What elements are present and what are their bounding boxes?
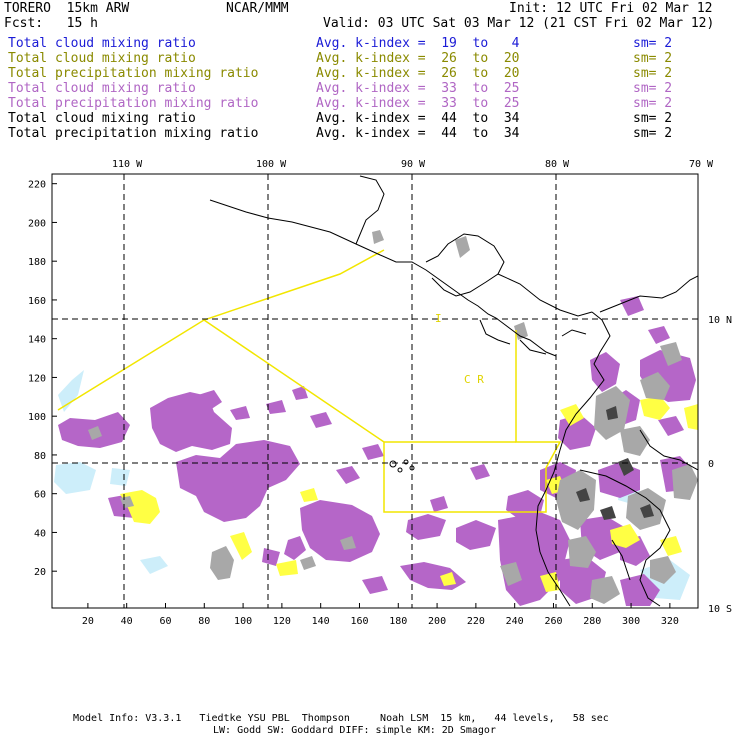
x-tick-label: 60 (159, 616, 171, 627)
lon-label-100w: 100 W (256, 159, 287, 170)
legend-sm-7: sm= 2 (633, 126, 673, 141)
init-time: Init: 12 UTC Fri 02 Mar 12 (509, 1, 713, 16)
lat-lon-grid (52, 174, 698, 608)
legend-field-1: Total cloud mixing ratio (8, 36, 196, 51)
legend-field-5: Total precipitation mixing ratio (8, 96, 259, 111)
y-tick-label: 80 (34, 451, 46, 462)
plot-frame (51, 173, 699, 609)
legend-kindex-7: Avg. k-index = 44 to 34 (316, 126, 520, 141)
x-tick-labels: 20 40 60 80 100 120 140 160 180 200 220 240 260 280 30… (82, 616, 679, 627)
legend-field-4: Total cloud mixing ratio (8, 81, 196, 96)
legend-field-2: Total cloud mixing ratio (8, 51, 196, 66)
legend-kindex-2: Avg. k-index = 26 to 20 (316, 51, 520, 66)
x-tick-label: 240 (506, 616, 524, 627)
lat-label-10n: 10 N (708, 315, 732, 326)
org-label: NCAR/MMM (226, 1, 289, 16)
y-tick-label: 140 (28, 335, 46, 346)
x-tick-label: 300 (622, 616, 640, 627)
legend-field-6: Total cloud mixing ratio (8, 111, 196, 126)
y-tick-label: 180 (28, 257, 46, 268)
x-tick-label: 320 (661, 616, 679, 627)
legend-kindex-5: Avg. k-index = 33 to 25 (316, 96, 520, 111)
legend-sm-2: sm= 2 (633, 51, 673, 66)
lon-label-70w: 70 W (689, 159, 714, 170)
legend-sm-6: sm= 2 (633, 111, 673, 126)
x-tick-label: 40 (121, 616, 133, 627)
lat-label-0: 0 (708, 459, 714, 470)
legend-kindex-6: Avg. k-index = 44 to 34 (316, 111, 520, 126)
y-tick-label: 60 (34, 490, 46, 501)
y-tick-label: 120 (28, 373, 46, 384)
footer-physics-info: LW: Godd SW: Goddard DIFF: simple KM: 2D… (213, 725, 496, 736)
cloud-darkgray-layer (576, 406, 654, 520)
x-tick-label: 160 (350, 616, 368, 627)
legend-kindex-1: Avg. k-index = 19 to 4 (316, 36, 520, 51)
box-letter-label: I (435, 312, 442, 325)
x-tick-label: 80 (198, 616, 210, 627)
x-tick-label: 180 (389, 616, 407, 627)
lon-label-90w: 90 W (401, 159, 426, 170)
lon-label-80w: 80 W (545, 159, 570, 170)
region-label: C R (464, 373, 484, 386)
y-tick-label: 40 (34, 528, 46, 539)
axis-ticks (52, 183, 671, 608)
legend-sm-4: sm= 2 (633, 81, 673, 96)
x-tick-label: 100 (234, 616, 252, 627)
map-plot-area (52, 174, 698, 608)
lat-label-10s: 10 S (708, 604, 732, 615)
x-tick-label: 120 (273, 616, 291, 627)
y-tick-label: 220 (28, 180, 46, 191)
legend-sm-3: sm= 2 (633, 66, 673, 81)
footer-model-info: Model Info: V3.3.1 Tiedtke YSU PBL Thomp… (73, 713, 609, 724)
cloud-yellow-layer (120, 396, 698, 592)
legend-sm-1: sm= 2 (633, 36, 673, 51)
y-tick-labels: 220 200 180 160 140 120 100 80 60 40 20 (28, 180, 46, 579)
y-tick-label: 20 (34, 567, 46, 578)
x-tick-label: 220 (467, 616, 485, 627)
x-tick-label: 140 (312, 616, 330, 627)
lon-label-110w: 110 W (112, 159, 143, 170)
x-tick-label: 260 (544, 616, 562, 627)
legend-field-7: Total precipitation mixing ratio (8, 126, 259, 141)
forecast-hour: Fcst: 15 h (4, 16, 98, 31)
x-tick-label: 280 (583, 616, 601, 627)
cloud-purple-layer (58, 296, 696, 606)
valid-time: Valid: 03 UTC Sat 03 Mar 12 (21 CST Fri … (323, 16, 715, 31)
legend-sm-5: sm= 2 (633, 96, 673, 111)
legend-kindex-4: Avg. k-index = 33 to 25 (316, 81, 520, 96)
legend-field-3: Total precipitation mixing ratio (8, 66, 259, 81)
x-tick-label: 20 (82, 616, 94, 627)
y-tick-label: 160 (28, 296, 46, 307)
coastlines (209, 175, 698, 607)
y-tick-label: 200 (28, 218, 46, 229)
model-title: TORERO 15km ARW (4, 1, 130, 16)
x-tick-label: 200 (428, 616, 446, 627)
y-tick-label: 100 (28, 412, 46, 423)
legend-kindex-3: Avg. k-index = 26 to 20 (316, 66, 520, 81)
